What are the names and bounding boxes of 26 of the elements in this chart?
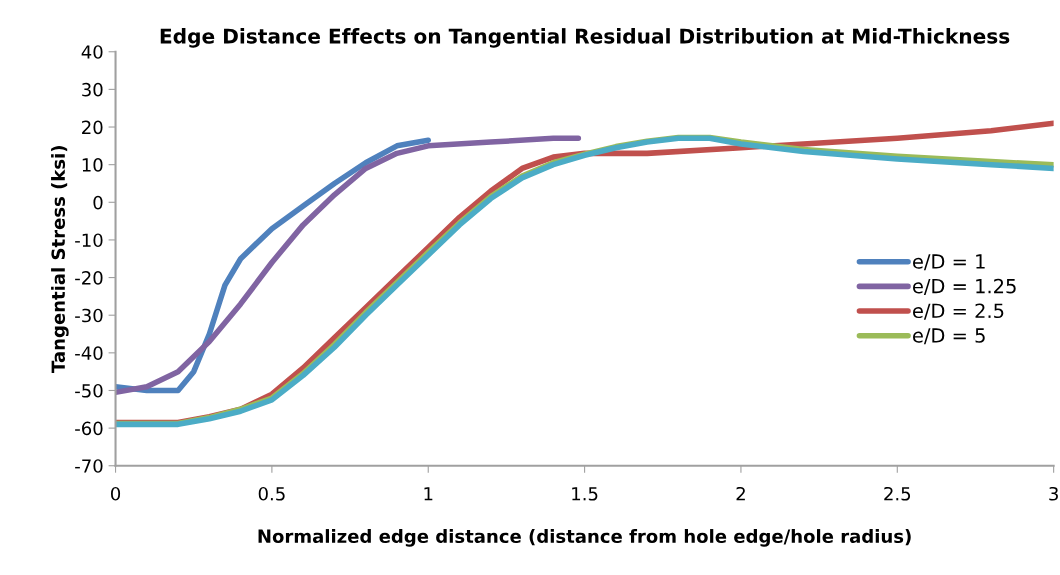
x-tick-label: 1.5 bbox=[572, 487, 598, 501]
y-axis-title: Tangential Stress (ksi) bbox=[51, 146, 69, 373]
y-tick-label: 30 bbox=[82, 82, 103, 97]
chart-title: Edge Distance Effects on Tangential Residual Distribution at Mid-Thickness bbox=[160, 28, 1010, 48]
y-tick-label: -70 bbox=[75, 459, 103, 473]
y-tick-label: 10 bbox=[82, 158, 103, 172]
y-tick-label: -20 bbox=[75, 271, 103, 285]
legend-label: e/D = 5 bbox=[913, 328, 985, 345]
y-tick-label: 20 bbox=[82, 120, 103, 135]
legend-label: e/D = 2.5 bbox=[913, 303, 1004, 320]
legend-label: e/D = 1 bbox=[913, 254, 985, 271]
x-tick-label: 0 bbox=[110, 486, 121, 501]
y-tick-label: -60 bbox=[75, 421, 103, 436]
x-axis-title: Normalized edge distance (distance from hole edge/hole radius) bbox=[258, 529, 911, 547]
x-tick-label: 2 bbox=[736, 486, 745, 501]
x-tick-label: 3 bbox=[1049, 486, 1058, 501]
x-tick-label: 1 bbox=[424, 487, 433, 501]
y-tick-label: -50 bbox=[75, 383, 103, 398]
y-tick-label: -40 bbox=[75, 346, 103, 360]
x-tick-label: 0.5 bbox=[258, 486, 285, 501]
y-tick-label: -30 bbox=[75, 308, 103, 323]
y-tick-label: 40 bbox=[81, 45, 103, 59]
x-tick-label: 2.5 bbox=[884, 486, 911, 501]
legend-label: e/D = 1.25 bbox=[913, 278, 1016, 295]
y-tick-label: 0 bbox=[93, 195, 103, 210]
y-tick-label: -10 bbox=[75, 233, 103, 248]
